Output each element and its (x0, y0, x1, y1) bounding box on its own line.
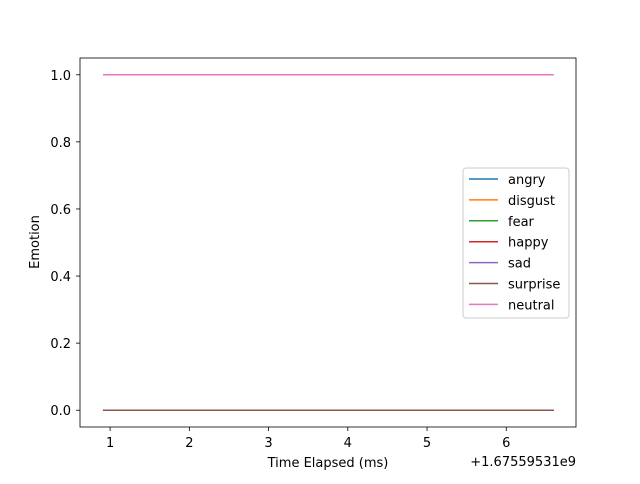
legend-label-sad: sad (508, 257, 531, 272)
x-axis-label: Time Elapsed (ms) (267, 456, 389, 471)
legend-frame (462, 167, 570, 319)
y-tick-label: 1.0 (50, 69, 71, 84)
x-tick-label: 4 (344, 436, 352, 451)
x-axis-offset-label: +1.67559531e9 (470, 455, 576, 470)
legend-label-neutral: neutral (508, 298, 555, 313)
x-tick-label: 1 (106, 436, 114, 451)
y-tick-label: 0.4 (50, 270, 71, 285)
y-axis-label: Emotion (28, 215, 43, 269)
x-tick-label: 5 (423, 436, 431, 451)
legend-label-happy: happy (508, 236, 549, 251)
y-tick-label: 0.0 (50, 404, 71, 419)
x-tick-label: 3 (264, 436, 272, 451)
legend-label-disgust: disgust (508, 194, 555, 209)
legend-label-fear: fear (508, 215, 535, 230)
x-tick-label: 6 (502, 436, 510, 451)
y-axis-ticks: 0.0 0.2 0.4 0.6 0.8 1.0 (50, 69, 80, 419)
x-axis-ticks: 1 2 3 4 5 6 (106, 427, 510, 451)
plot-frame (79, 57, 577, 428)
x-tick-label: 2 (185, 436, 193, 451)
y-tick-label: 0.2 (50, 337, 71, 352)
legend: angry disgust fear happy sad surprise neutral (462, 167, 570, 319)
legend-label-angry: angry (508, 173, 546, 188)
series-layer (102, 74, 554, 411)
y-tick-label: 0.6 (50, 203, 71, 218)
legend-label-surprise: surprise (508, 278, 560, 293)
y-tick-label: 0.8 (50, 136, 71, 151)
